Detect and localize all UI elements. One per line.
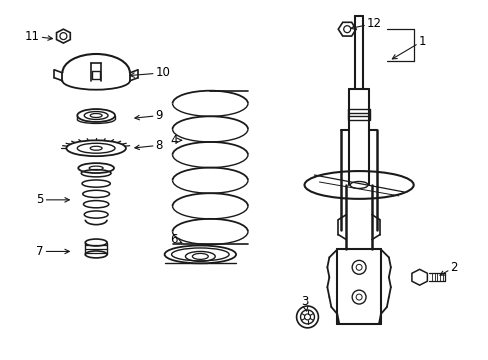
Text: 9: 9 — [135, 109, 163, 122]
Text: 2: 2 — [439, 261, 457, 275]
Text: 7: 7 — [36, 245, 69, 258]
Text: 5: 5 — [36, 193, 69, 206]
Text: 4: 4 — [170, 134, 181, 147]
Text: 1: 1 — [391, 35, 425, 59]
Text: 6: 6 — [170, 233, 182, 246]
Text: 11: 11 — [24, 30, 52, 42]
Text: 12: 12 — [350, 17, 381, 30]
Text: 10: 10 — [130, 66, 170, 79]
Text: 3: 3 — [300, 294, 307, 311]
Text: 8: 8 — [135, 139, 163, 152]
